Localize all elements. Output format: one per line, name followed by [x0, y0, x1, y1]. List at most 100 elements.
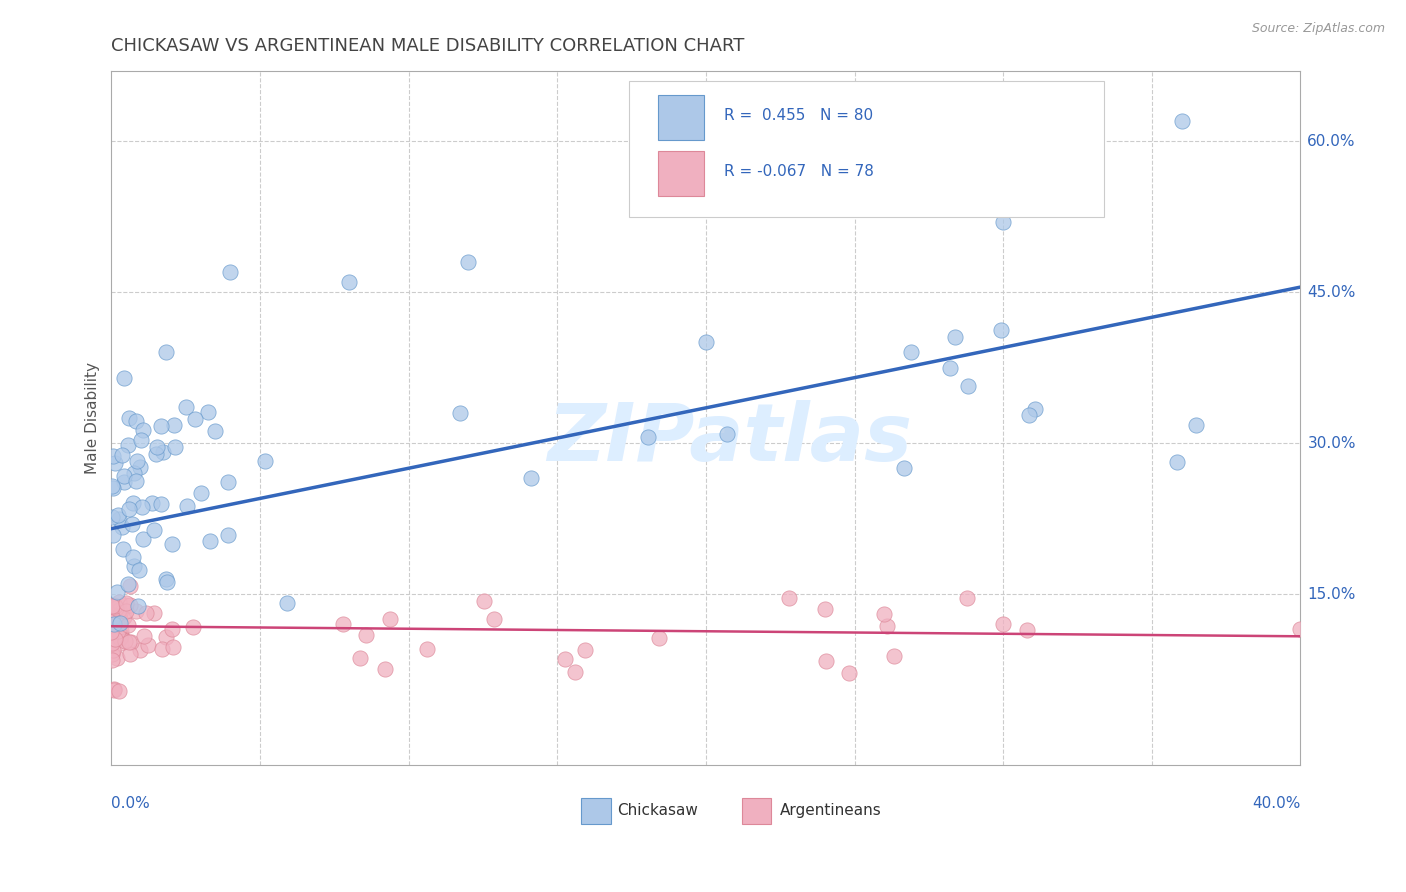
Point: [108, 631, 131, 645]
Point: [217, 527, 239, 541]
Point: [125, 475, 148, 489]
Point: [117, 618, 139, 632]
Point: [101, 653, 124, 667]
Point: [103, 683, 125, 698]
Point: [637, 430, 659, 444]
Text: 45.0%: 45.0%: [1308, 285, 1355, 300]
Point: [162, 537, 184, 551]
Point: [1015, 623, 1038, 637]
Point: [129, 460, 152, 475]
Point: [103, 682, 125, 697]
Point: [378, 612, 401, 626]
Point: [695, 335, 717, 350]
Point: [100, 612, 122, 626]
Point: [778, 591, 800, 606]
Point: [132, 533, 155, 547]
Text: 30.0%: 30.0%: [1308, 435, 1355, 450]
Point: [449, 407, 471, 421]
Point: [125, 414, 148, 428]
Point: [105, 601, 128, 615]
Point: [155, 344, 177, 359]
Point: [112, 469, 135, 483]
Point: [141, 496, 163, 510]
Point: [276, 596, 298, 610]
Point: [150, 419, 173, 434]
Point: [118, 410, 141, 425]
Point: [1289, 622, 1312, 636]
Text: 40.0%: 40.0%: [1251, 796, 1301, 811]
Point: [100, 624, 122, 639]
Point: [943, 329, 966, 343]
Point: [253, 453, 276, 467]
Point: [100, 634, 122, 648]
Point: [108, 603, 131, 617]
Point: [648, 632, 671, 646]
Point: [110, 624, 132, 638]
Point: [115, 598, 138, 612]
Point: [118, 502, 141, 516]
Point: [204, 424, 226, 438]
Point: [181, 620, 204, 634]
Point: [112, 542, 135, 557]
Point: [124, 604, 146, 618]
Point: [107, 624, 129, 639]
Point: [103, 449, 125, 463]
Point: [108, 683, 131, 698]
Point: [131, 500, 153, 515]
Point: [198, 534, 221, 549]
Point: [219, 265, 242, 279]
Point: [883, 648, 905, 663]
Point: [108, 616, 131, 631]
Point: [118, 635, 141, 649]
Point: [416, 642, 439, 657]
Point: [873, 607, 896, 622]
Point: [574, 643, 596, 657]
Point: [120, 635, 142, 649]
Point: [991, 617, 1014, 632]
Point: [337, 275, 360, 289]
Point: [104, 456, 127, 470]
Point: [990, 323, 1012, 337]
FancyBboxPatch shape: [581, 797, 610, 824]
Point: [876, 619, 898, 633]
Point: [197, 404, 219, 418]
Point: [1018, 408, 1040, 422]
Point: [105, 651, 128, 665]
Point: [457, 255, 479, 269]
Text: 15.0%: 15.0%: [1308, 587, 1355, 601]
Point: [114, 634, 136, 648]
Point: [110, 635, 132, 649]
Point: [111, 448, 134, 462]
Point: [163, 418, 186, 433]
Point: [564, 665, 586, 680]
Point: [991, 215, 1014, 229]
Point: [1166, 455, 1188, 469]
Point: [156, 575, 179, 590]
Point: [107, 595, 129, 609]
Point: [112, 475, 135, 489]
Point: [472, 594, 495, 608]
Point: [155, 573, 177, 587]
Point: [174, 400, 197, 414]
Point: [332, 616, 354, 631]
Point: [100, 479, 122, 493]
Point: [939, 361, 962, 376]
Point: [101, 599, 124, 613]
Text: Chickasaw: Chickasaw: [617, 803, 697, 818]
Text: R = -0.067   N = 78: R = -0.067 N = 78: [724, 164, 873, 179]
Point: [136, 638, 159, 652]
Point: [103, 617, 125, 632]
Point: [900, 345, 922, 359]
Y-axis label: Male Disability: Male Disability: [86, 362, 100, 474]
Point: [100, 635, 122, 649]
Point: [122, 558, 145, 573]
Point: [520, 471, 543, 485]
Point: [115, 605, 138, 619]
Point: [107, 508, 129, 523]
Point: [104, 618, 127, 632]
FancyBboxPatch shape: [741, 797, 772, 824]
Point: [101, 612, 124, 626]
Point: [104, 632, 127, 647]
Point: [103, 598, 125, 612]
Point: [127, 599, 149, 614]
